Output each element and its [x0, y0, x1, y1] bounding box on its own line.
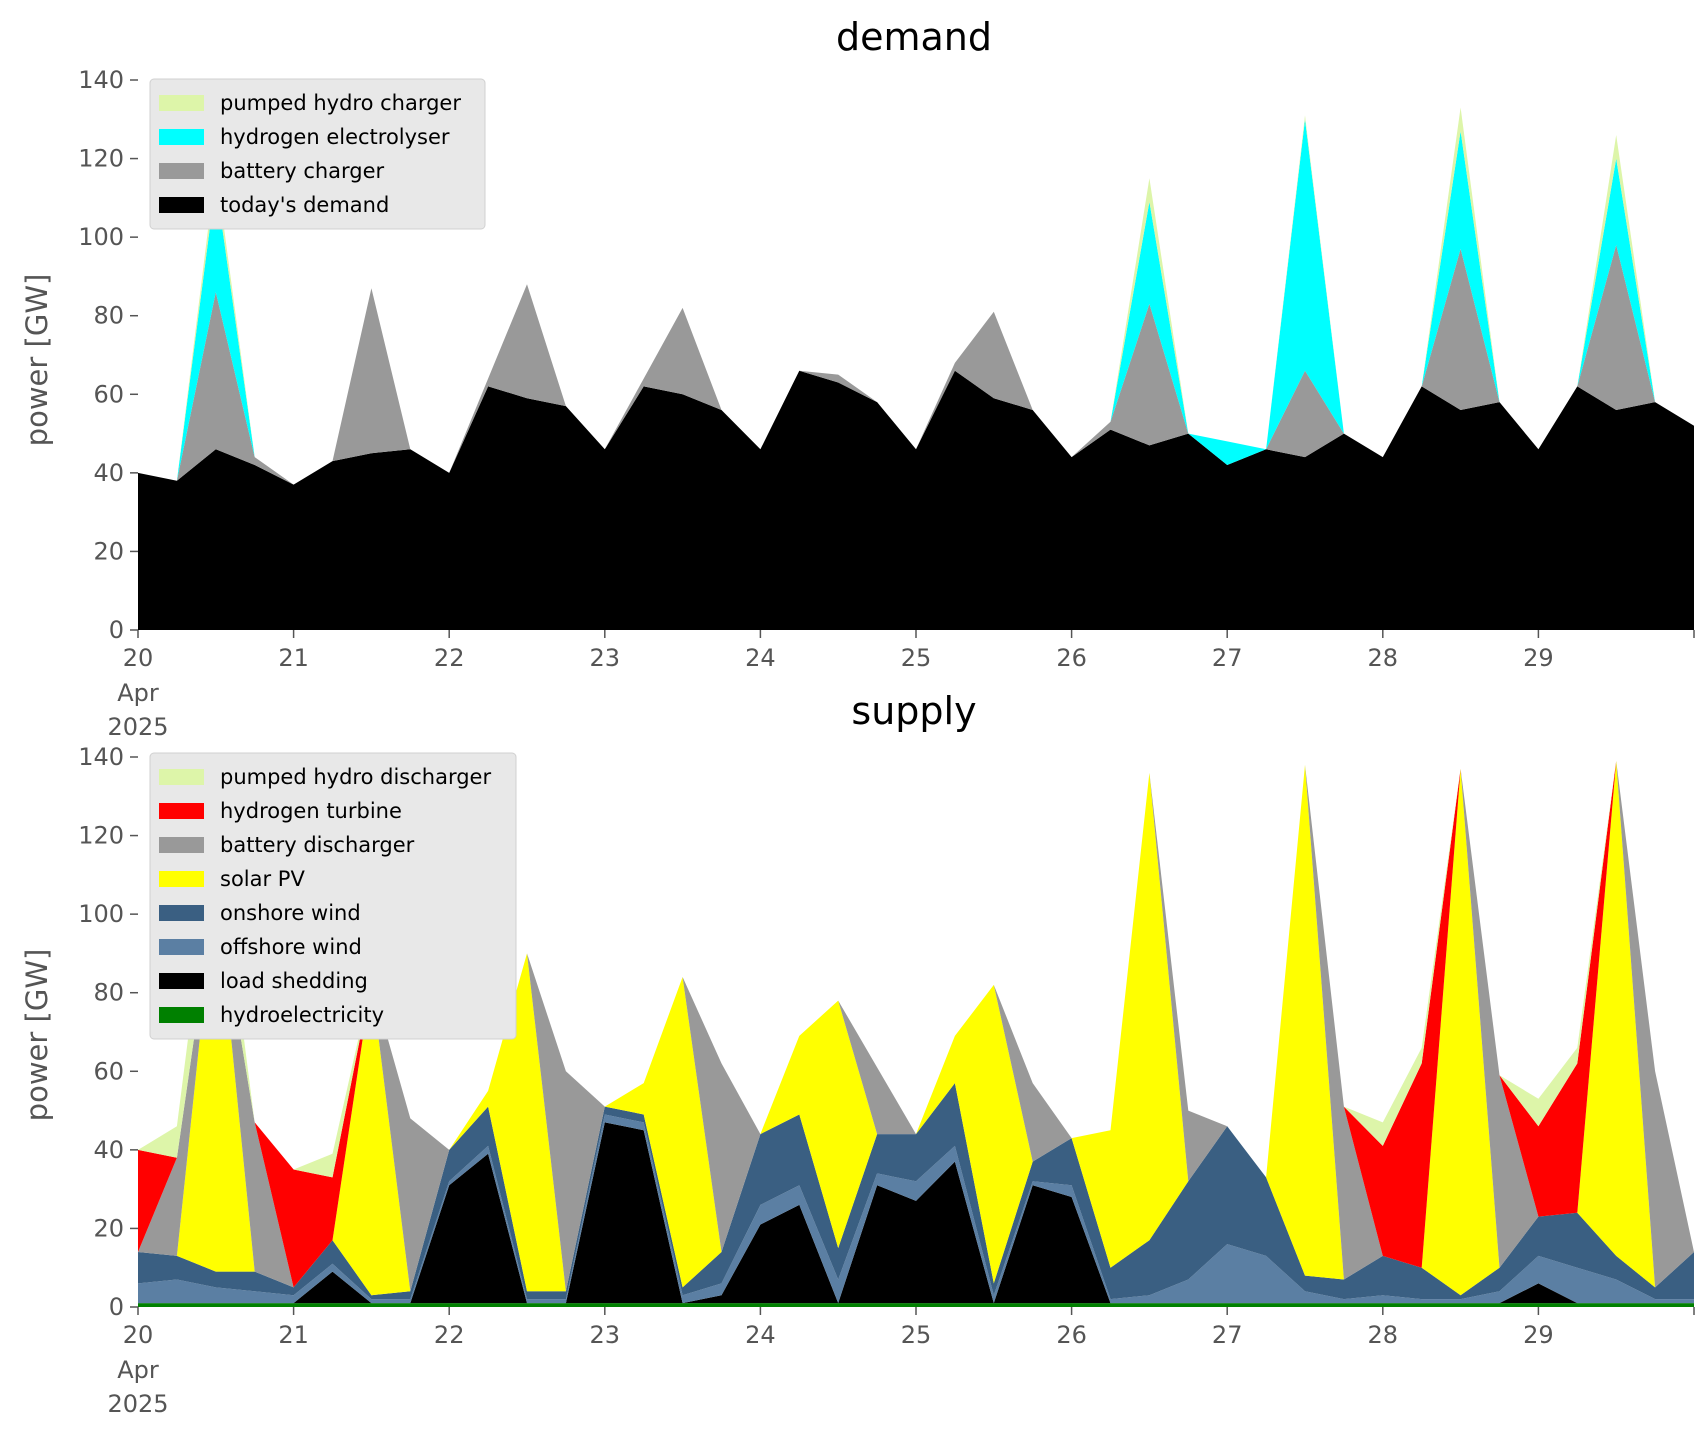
supply-legend-box [149, 752, 517, 1040]
supply-legend: pumped hydro discharger hydrogen turbine b… [149, 752, 517, 1040]
demand-series-battery-charger [138, 245, 1694, 485]
demand-x-tick-extra-label: 2025 [107, 713, 168, 741]
supply-y-tick-label: 60 [93, 1057, 124, 1085]
demand-x-tick-label: 27 [1212, 644, 1243, 672]
supply-legend-label-solar-pv: solar PV [220, 867, 305, 891]
demand-x-tick-extra-label: Apr [117, 679, 159, 707]
supply-legend-label-hydroelectricity: hydroelectricity [220, 1003, 384, 1027]
supply-legend-label-pumped-hydro-discharger: pumped hydro discharger [220, 765, 491, 789]
demand-y-tick-label: 140 [78, 66, 124, 94]
supply-x-tick-label: 20 [123, 1321, 154, 1349]
supply-y-tick-label: 40 [93, 1136, 124, 1164]
supply-x-tick-label: 22 [434, 1321, 465, 1349]
supply-x-tick-label: 25 [901, 1321, 932, 1349]
demand-legend-swatch-pumped-hydro-charger [159, 95, 204, 111]
supply-series-hydrogen-turbine [138, 760, 1694, 1288]
supply-legend-label-load-shedding: load shedding [220, 969, 368, 993]
supply-x-tick-label: 21 [278, 1321, 309, 1349]
supply-title: supply [851, 689, 976, 733]
demand-legend-label-today-s-demand: today's demand [220, 193, 389, 217]
demand-legend-label-hydrogen-electrolyser: hydrogen electrolyser [220, 125, 450, 149]
demand-x-tick-label: 29 [1523, 644, 1554, 672]
supply-legend-swatch-offshore-wind [159, 939, 204, 955]
supply-legend-swatch-hydroelectricity [159, 1007, 204, 1023]
supply-legend-swatch-onshore-wind [159, 905, 204, 921]
demand-x-tick-label: 23 [590, 644, 621, 672]
supply-y-tick-label: 120 [78, 822, 124, 850]
supply-legend-swatch-battery-discharger [159, 837, 204, 853]
demand-legend-swatch-hydrogen-electrolyser [159, 129, 204, 145]
demand-legend-swatch-battery-charger [159, 163, 204, 179]
demand-legend-swatch-today-s-demand [159, 197, 204, 213]
supply-x-tick-label: 23 [590, 1321, 621, 1349]
demand-series-layer [138, 107, 1694, 630]
supply-series-load-shedding [138, 1122, 1694, 1304]
demand-legend-label-pumped-hydro-charger: pumped hydro charger [220, 91, 461, 115]
supply-legend-label-offshore-wind: offshore wind [220, 935, 362, 959]
demand-x-tick-label: 26 [1056, 644, 1087, 672]
demand-x-tick-label: 28 [1368, 644, 1399, 672]
demand-legend: pumped hydro charger hydrogen electrolyse… [149, 78, 486, 230]
supply-x-tick-extra-label: 2025 [107, 1390, 168, 1418]
demand-y-axis-label: power [GW] [20, 274, 54, 447]
demand-series-hydrogen-electrolyser [138, 119, 1694, 485]
supply-y-tick-label: 80 [93, 979, 124, 1007]
supply-series-layer [138, 760, 1694, 1307]
demand-y-tick-label: 120 [78, 145, 124, 173]
demand-series-today-s-demand [138, 370, 1694, 630]
supply-y-tick-label: 140 [78, 743, 124, 771]
demand-x-tick-label: 22 [434, 644, 465, 672]
supply-x-tick-label: 26 [1056, 1321, 1087, 1349]
demand-y-tick-label: 20 [93, 537, 124, 565]
demand-x-tick-label: 24 [745, 644, 776, 672]
demand-x-tick-label: 20 [123, 644, 154, 672]
supply-y-axis-label: power [GW] [20, 949, 54, 1122]
supply-legend-label-onshore-wind: onshore wind [220, 901, 361, 925]
supply-legend-swatch-solar-pv [159, 871, 204, 887]
demand-title: demand [836, 15, 992, 59]
demand-y-tick-label: 0 [109, 616, 124, 644]
supply-legend-swatch-hydrogen-turbine [159, 803, 204, 819]
supply-series-solar-pv [138, 760, 1694, 1296]
demand-legend-label-battery-charger: battery charger [220, 159, 385, 183]
supply-x-tick-label: 24 [745, 1321, 776, 1349]
demand-y-tick-label: 100 [78, 223, 124, 251]
demand-x-tick-label: 21 [278, 644, 309, 672]
supply-x-tick-extra-label: Apr [117, 1356, 159, 1384]
supply-legend-label-hydrogen-turbine: hydrogen turbine [220, 799, 402, 823]
supply-legend-label-battery-discharger: battery discharger [220, 833, 415, 857]
supply-legend-swatch-load-shedding [159, 973, 204, 989]
supply-series-hydroelectricity [138, 1303, 1694, 1307]
supply-y-tick-label: 20 [93, 1214, 124, 1242]
supply-y-tick-label: 0 [109, 1293, 124, 1321]
demand-y-tick-label: 60 [93, 380, 124, 408]
demand-y-tick-label: 40 [93, 459, 124, 487]
demand-legend-box [149, 78, 486, 230]
supply-x-tick-label: 28 [1368, 1321, 1399, 1349]
demand-y-tick-label: 80 [93, 302, 124, 330]
demand-x-tick-label: 25 [901, 644, 932, 672]
supply-x-tick-label: 27 [1212, 1321, 1243, 1349]
supply-x-tick-label: 29 [1523, 1321, 1554, 1349]
supply-legend-swatch-pumped-hydro-discharger [159, 769, 204, 785]
supply-y-tick-label: 100 [78, 900, 124, 928]
